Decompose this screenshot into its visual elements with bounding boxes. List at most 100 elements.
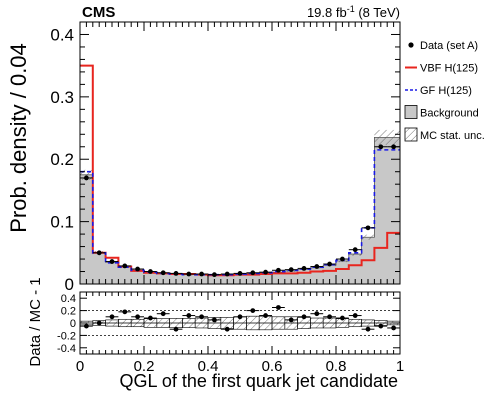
legend-label: Data (set A)	[420, 40, 478, 52]
main-y-axis-label: Prob. density / 0.04	[6, 43, 31, 233]
data-point	[314, 264, 320, 269]
ratio-plot-panel: 0.40.20-0.2-0.4 0 0.2 0.4 0.6 0.8 1 Data / MC…	[27, 277, 404, 391]
mc-stat-unc-box	[374, 129, 388, 145]
data-point	[391, 144, 396, 150]
ratio-point	[352, 313, 358, 318]
y-tick-label: 0.2	[50, 150, 74, 169]
lumi-exponent: -1	[347, 4, 355, 14]
ratio-plot-marks	[80, 305, 400, 336]
legend-mcstat-box	[404, 127, 418, 142]
ratio-point	[288, 317, 294, 323]
data-point	[199, 271, 205, 277]
x-tick-label: 0.8	[326, 358, 347, 375]
ratio-point	[237, 314, 243, 320]
lumi-value: 19.8 fb	[307, 5, 347, 20]
data-point	[301, 266, 307, 271]
main-x-ticks	[79, 22, 401, 284]
ratio-y-tick-label: -0.2	[57, 330, 76, 342]
x-tick-label: 0.4	[198, 358, 219, 375]
ratio-point	[160, 311, 166, 317]
data-point	[378, 144, 384, 150]
ratio-point	[96, 320, 102, 326]
data-point	[186, 271, 192, 277]
ratio-y-tick-label: 0.2	[61, 306, 76, 318]
x-tick-label: 1	[396, 358, 404, 375]
lumi-label: 19.8 fb-1 (8 TeV)	[307, 4, 400, 20]
ratio-point	[199, 314, 205, 320]
legend-entry-mcstat: MC stat. unc.	[404, 127, 485, 142]
ratio-y-tick-label: -0.4	[57, 343, 76, 355]
y-tick-label: 0	[65, 275, 74, 294]
experiment-label: CMS	[82, 4, 115, 21]
ratio-point	[135, 314, 141, 320]
data-point	[160, 270, 166, 276]
data-point	[365, 225, 371, 231]
x-tick-label: 0.6	[262, 358, 283, 375]
main-y-axis: 0 0.1 0.2 0.3 0.4	[50, 25, 400, 294]
ratio-point	[250, 308, 256, 313]
data-point	[135, 266, 141, 272]
ratio-y-tick-label: 0.4	[61, 293, 76, 305]
ratio-point	[186, 313, 192, 318]
y-tick-label: 0.4	[50, 25, 74, 44]
ratio-y-tick-label: 0	[70, 318, 76, 330]
lumi-energy: (8 TeV)	[355, 5, 400, 20]
y-tick-label: 0.3	[50, 88, 74, 107]
ratio-point	[327, 314, 332, 320]
ratio-point	[314, 311, 320, 317]
x-tick-label: 0	[76, 358, 84, 375]
ratio-point	[173, 326, 179, 332]
legend-entry-data: Data (set A)	[408, 40, 478, 52]
mc-stat-unc-box	[387, 129, 400, 145]
data-point	[327, 261, 332, 267]
legend-label: VBF H(125)	[420, 63, 478, 75]
ratio-point	[84, 323, 89, 329]
ratio-point	[276, 305, 281, 310]
ratio-point	[340, 315, 345, 321]
ratio-point	[391, 325, 396, 331]
ratio-point	[378, 323, 384, 329]
data-point	[84, 175, 89, 181]
ratio-point	[365, 326, 371, 332]
data-point	[288, 267, 294, 273]
x-tick-label: 0.2	[134, 358, 155, 375]
legend-bkg-box	[404, 105, 418, 119]
ratio-point	[224, 326, 230, 332]
data-point	[340, 256, 345, 262]
ratio-y-axis-label: Data / MC - 1	[27, 277, 44, 366]
ratio-y-axis: 0.40.20-0.2-0.4	[57, 293, 400, 355]
legend-label: GF H(125)	[420, 85, 472, 97]
legend-label: Background	[420, 108, 479, 120]
ratio-point	[148, 315, 153, 321]
data-point	[122, 263, 128, 269]
mc-stat-unc-box	[361, 234, 375, 240]
legend-data-marker	[408, 42, 414, 48]
mc-stat-unc-box	[348, 252, 362, 256]
legend-entry-vbf: VBF H(125)	[405, 63, 478, 75]
x-axis-label: QGL of the first quark jet candidate	[120, 371, 398, 391]
data-point	[276, 267, 281, 273]
legend: Data (set A) VBF H(125) GF H(125) Backgroun…	[404, 40, 485, 142]
main-plot-marks	[80, 64, 400, 284]
ratio-point	[122, 309, 128, 315]
y-tick-label: 0.1	[50, 213, 74, 232]
data-point	[352, 247, 358, 253]
legend-entry-bkg: Background	[404, 105, 479, 120]
data-point	[263, 269, 268, 275]
data-point	[173, 270, 179, 276]
ratio-point	[301, 314, 307, 320]
data-point	[148, 269, 153, 274]
data-point	[224, 271, 230, 277]
data-point	[250, 270, 256, 276]
mc-stat-unc-box	[80, 169, 93, 180]
legend-entry-gf: GF H(125)	[405, 85, 472, 97]
data-point	[96, 250, 102, 256]
ratio-point	[212, 317, 217, 323]
x-axis: 0 0.2 0.4 0.6 0.8 1	[76, 292, 404, 375]
data-point	[237, 270, 243, 276]
ratio-point	[109, 314, 115, 320]
data-point	[109, 259, 115, 264]
data-point	[212, 272, 217, 278]
ratio-point	[263, 313, 268, 318]
